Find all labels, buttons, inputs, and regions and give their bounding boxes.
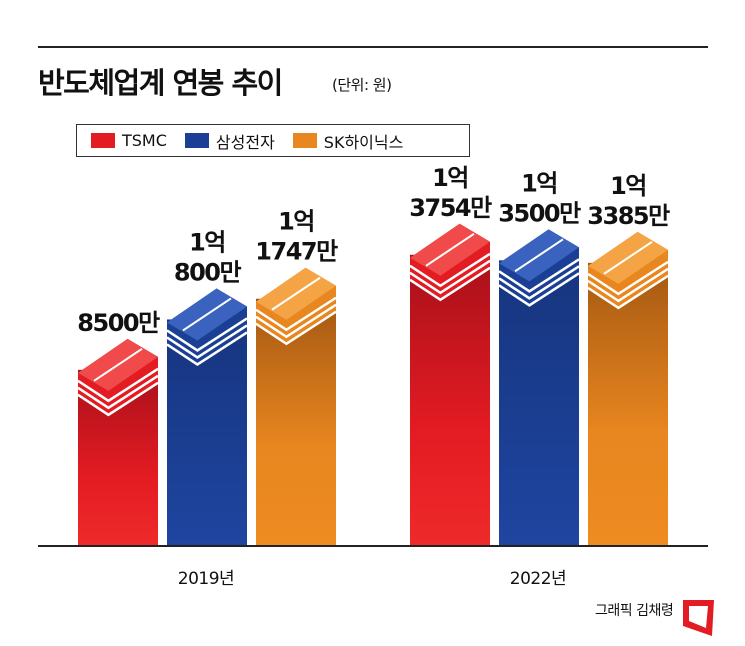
credit: 그래픽 김채령 [595, 603, 674, 619]
top-rule [38, 46, 708, 48]
money-band [425, 232, 475, 267]
money-stripe [498, 265, 580, 300]
money-stripe [587, 274, 669, 310]
chart-title: 반도체업계 연봉 추이 [38, 66, 283, 100]
legend-item: SK하이닉스 [292, 129, 404, 153]
data-label: 1억 [521, 169, 557, 197]
money-band [514, 238, 564, 273]
data-label: 1억 [610, 172, 646, 200]
data-label: 1억 [278, 208, 314, 236]
money-stripe [409, 252, 491, 288]
money-stripe [587, 260, 669, 296]
data-label: 800만 [174, 258, 242, 286]
money-stripe [255, 296, 337, 332]
legend-item: 삼성전자 [184, 129, 275, 153]
data-label: 3500만 [498, 199, 581, 227]
x-tick-label: 2022년 [509, 569, 567, 589]
money-stripe [409, 259, 491, 295]
money-stripe [77, 367, 159, 403]
money-stripe [255, 303, 337, 339]
money-stripe [587, 267, 669, 303]
data-label: 3754만 [409, 194, 492, 222]
legend-item: TSMC [91, 131, 167, 150]
data-label: 1억 [432, 164, 468, 192]
money-stripe [498, 258, 580, 293]
bar [499, 260, 579, 545]
x-tick-label: 2019년 [177, 569, 235, 589]
unit-label: (단위: 원) [332, 76, 392, 94]
bar [256, 298, 336, 545]
money-stripe [166, 324, 248, 359]
money-band [271, 276, 321, 311]
legend-label: 삼성전자 [215, 132, 275, 152]
money-band [603, 241, 653, 275]
legend-swatch [184, 133, 209, 148]
money-stripe [166, 317, 248, 352]
baseline [38, 545, 708, 547]
legend-label: TSMC [122, 131, 167, 150]
money-band [182, 297, 232, 332]
money-band [93, 348, 143, 382]
bar [410, 254, 490, 545]
data-label: 1억 [189, 228, 225, 256]
legend-swatch [91, 133, 115, 148]
money-stripe [166, 331, 248, 366]
data-label: 3385만 [587, 202, 670, 230]
money-stripe [498, 272, 580, 307]
data-label: 1747만 [255, 238, 338, 266]
legend-swatch [292, 133, 317, 148]
money-stripe [77, 381, 159, 417]
money-stripe [255, 310, 337, 346]
legend: TSMC 삼성전자 SK하이닉스 [76, 124, 470, 157]
money-stripe [77, 374, 159, 410]
bar [588, 262, 668, 545]
legend-label: SK하이닉스 [323, 132, 404, 152]
data-label: 8500만 [77, 309, 160, 337]
money-stripe [409, 266, 491, 302]
